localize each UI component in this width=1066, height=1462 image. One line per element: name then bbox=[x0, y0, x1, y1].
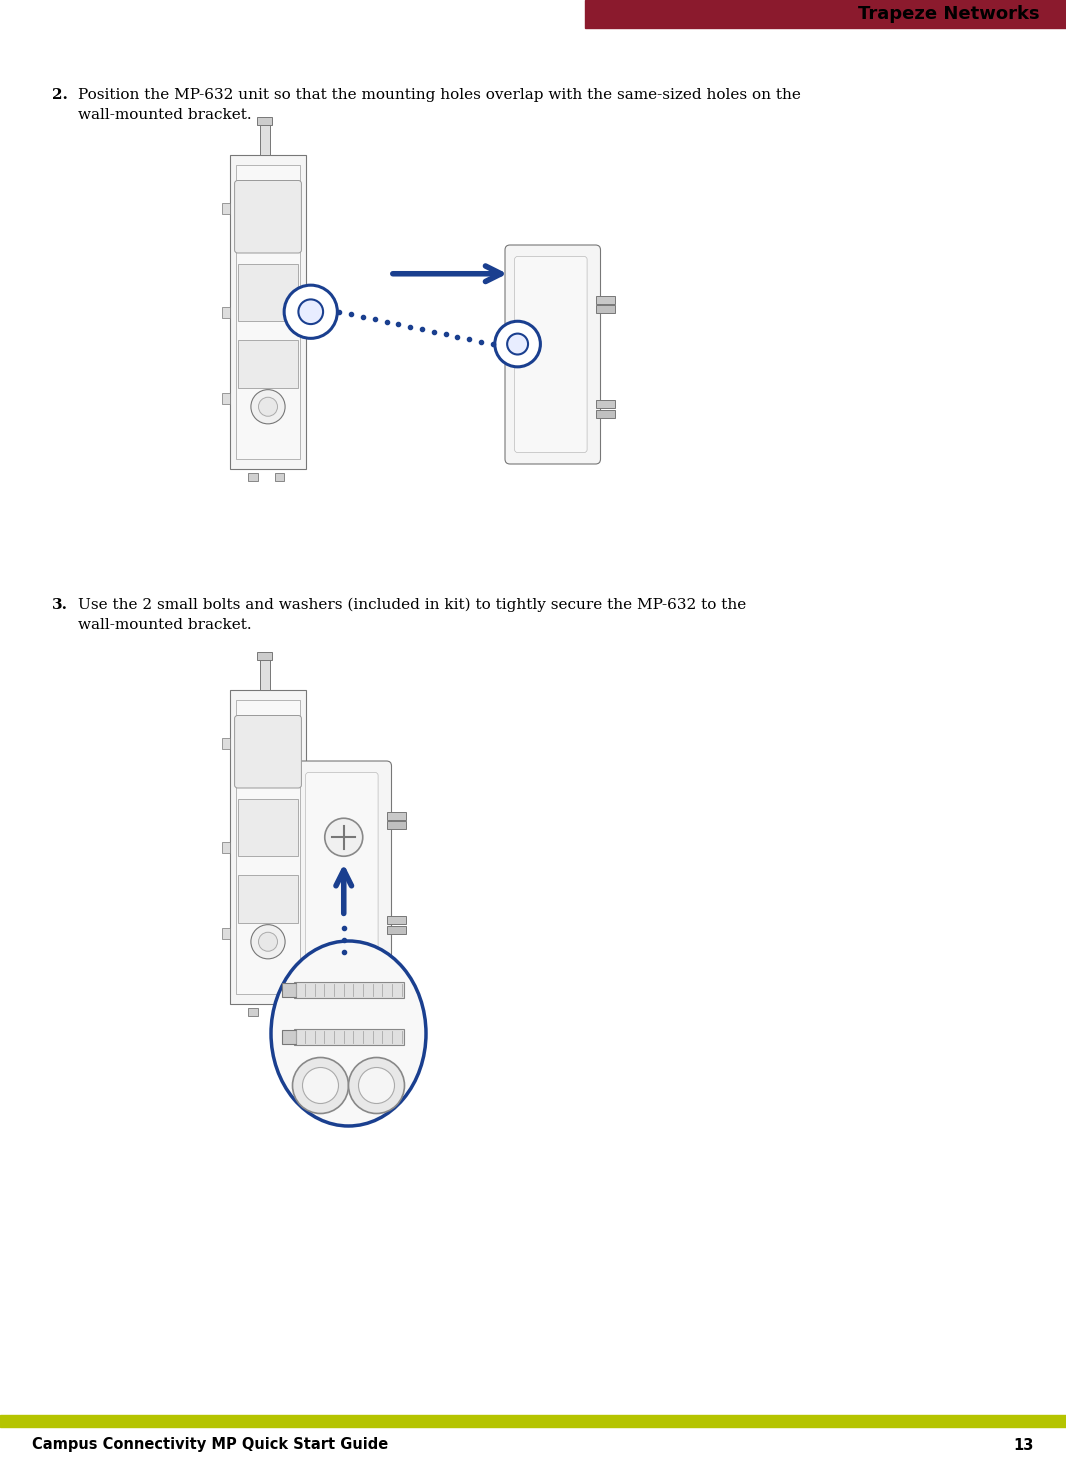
FancyBboxPatch shape bbox=[235, 715, 302, 788]
Bar bbox=[596, 306, 614, 313]
Bar bbox=[387, 917, 405, 924]
Ellipse shape bbox=[271, 942, 426, 1126]
Text: 13: 13 bbox=[1014, 1437, 1034, 1453]
FancyBboxPatch shape bbox=[515, 256, 587, 453]
Bar bbox=[387, 925, 405, 934]
Bar bbox=[236, 165, 301, 459]
Bar bbox=[0, 1415, 1066, 1427]
Bar bbox=[223, 927, 230, 939]
FancyBboxPatch shape bbox=[505, 246, 600, 463]
Bar bbox=[230, 155, 306, 468]
Circle shape bbox=[298, 300, 323, 325]
Bar bbox=[223, 203, 230, 213]
Bar bbox=[293, 1028, 404, 1044]
Circle shape bbox=[251, 924, 285, 959]
Circle shape bbox=[251, 390, 285, 424]
Bar bbox=[257, 652, 272, 659]
Bar bbox=[238, 265, 298, 322]
Bar bbox=[223, 392, 230, 404]
Bar bbox=[230, 690, 306, 1003]
Bar bbox=[281, 1029, 295, 1044]
Bar bbox=[223, 842, 230, 854]
Bar bbox=[248, 474, 258, 481]
Bar bbox=[293, 981, 404, 997]
Circle shape bbox=[258, 398, 277, 417]
Bar bbox=[585, 0, 1066, 28]
Bar bbox=[223, 307, 230, 319]
Bar bbox=[257, 117, 272, 124]
Bar bbox=[387, 811, 405, 820]
Text: Trapeze Networks: Trapeze Networks bbox=[858, 4, 1040, 23]
Bar bbox=[236, 699, 301, 994]
Circle shape bbox=[258, 933, 277, 952]
Bar bbox=[238, 876, 298, 923]
Bar bbox=[596, 295, 614, 304]
Circle shape bbox=[495, 322, 540, 367]
Bar bbox=[596, 409, 614, 418]
Circle shape bbox=[507, 333, 528, 354]
Bar bbox=[260, 121, 270, 155]
Bar bbox=[275, 1009, 285, 1016]
Circle shape bbox=[285, 285, 337, 338]
Circle shape bbox=[358, 1067, 394, 1104]
Text: Use the 2 small bolts and washers (included in kit) to tightly secure the MP-632: Use the 2 small bolts and washers (inclu… bbox=[78, 598, 746, 613]
Circle shape bbox=[349, 1057, 404, 1114]
Text: wall-mounted bracket.: wall-mounted bracket. bbox=[78, 108, 252, 121]
FancyBboxPatch shape bbox=[296, 762, 391, 980]
Text: 3.: 3. bbox=[52, 598, 68, 613]
Bar bbox=[275, 474, 285, 481]
Text: Campus Connectivity MP Quick Start Guide: Campus Connectivity MP Quick Start Guide bbox=[32, 1437, 388, 1453]
Text: 2.: 2. bbox=[52, 88, 68, 102]
Circle shape bbox=[303, 1067, 339, 1104]
Text: wall-mounted bracket.: wall-mounted bracket. bbox=[78, 618, 252, 632]
Text: Position the MP-632 unit so that the mounting holes overlap with the same-sized : Position the MP-632 unit so that the mou… bbox=[78, 88, 801, 102]
Bar bbox=[238, 800, 298, 857]
Bar bbox=[596, 401, 614, 408]
Bar bbox=[238, 341, 298, 387]
Circle shape bbox=[325, 819, 362, 857]
Circle shape bbox=[292, 1057, 349, 1114]
Bar bbox=[223, 737, 230, 749]
Bar bbox=[387, 822, 405, 829]
FancyBboxPatch shape bbox=[306, 772, 378, 968]
FancyBboxPatch shape bbox=[235, 180, 302, 253]
Bar bbox=[281, 982, 295, 997]
Bar bbox=[248, 1009, 258, 1016]
Bar bbox=[260, 656, 270, 690]
